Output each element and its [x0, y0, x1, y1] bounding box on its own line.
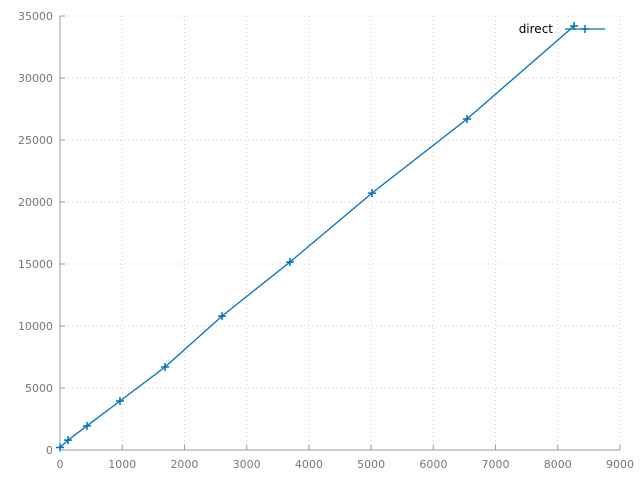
y-tick-label: 5000 [25, 382, 53, 395]
y-tick-label: 15000 [18, 258, 53, 271]
y-tick-label: 10000 [18, 320, 53, 333]
x-tick-label: 5000 [357, 458, 385, 471]
y-tick-label: 0 [46, 444, 53, 457]
y-tick-label: 30000 [18, 72, 53, 85]
point [161, 363, 170, 372]
legend-label: direct [519, 22, 554, 36]
point [218, 312, 227, 321]
point [63, 436, 72, 445]
series-line [59, 25, 575, 448]
legend-marker [581, 25, 589, 33]
point [83, 421, 92, 430]
point [367, 189, 376, 198]
point [115, 397, 124, 406]
y-tick-label: 25000 [18, 134, 53, 147]
x-tick-label: 3000 [233, 458, 261, 471]
point [462, 115, 471, 124]
x-tick-label: 7000 [482, 458, 510, 471]
x-tick-label: 2000 [170, 458, 198, 471]
x-tick-label: 0 [57, 458, 64, 471]
point [56, 443, 64, 452]
x-tick-label: 4000 [295, 458, 323, 471]
point [285, 258, 294, 267]
y-tick-label: 20000 [18, 196, 53, 209]
x-tick-label: 9000 [606, 458, 634, 471]
x-tick-label: 1000 [108, 458, 136, 471]
x-tick-label: 6000 [419, 458, 447, 471]
x-tick-label: 8000 [544, 458, 572, 471]
y-tick-label: 35000 [18, 10, 53, 23]
